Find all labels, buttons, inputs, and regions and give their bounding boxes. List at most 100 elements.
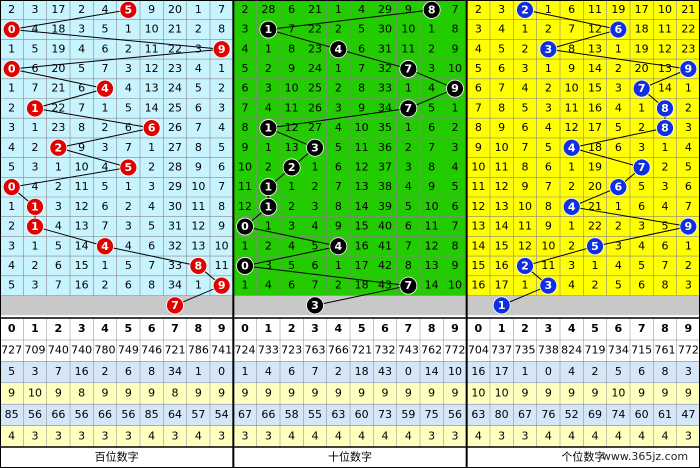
ball-number: 9 xyxy=(218,43,226,56)
cell: 2 xyxy=(265,62,272,75)
gray-row xyxy=(466,295,700,316)
stat-cell: 16 xyxy=(75,365,89,378)
cell: 9 xyxy=(78,141,85,154)
cell: 6 xyxy=(615,141,622,154)
cell: 6 xyxy=(358,42,365,55)
digit-header: 2 xyxy=(288,322,296,335)
ball-number: 1 xyxy=(265,23,273,36)
ball-number: 4 xyxy=(568,141,576,154)
stat-cell: 8 xyxy=(148,365,155,378)
stat-cell: 3 xyxy=(32,365,39,378)
stat-cell: 743 xyxy=(398,344,419,357)
cell: 9 xyxy=(475,141,482,154)
cell: 8 xyxy=(358,82,365,95)
stat-cell: 761 xyxy=(655,344,676,357)
cell: 15 xyxy=(75,259,89,272)
cell: 6 xyxy=(32,62,39,75)
ball-number: 1 xyxy=(31,200,39,213)
ball xyxy=(539,40,558,59)
watermark: www.365jz.com xyxy=(602,450,688,463)
cell: 2 xyxy=(195,23,202,36)
stat-cell: 1 xyxy=(242,365,249,378)
cell: 41 xyxy=(378,239,392,252)
stat-cell: 3 xyxy=(428,429,435,442)
ball xyxy=(516,257,534,275)
cell: 10 xyxy=(238,160,252,173)
stat-cell: 4 xyxy=(475,429,482,442)
ball-number: 1 xyxy=(498,299,506,312)
cell: 6 xyxy=(498,62,505,75)
cell: 5 xyxy=(8,279,15,292)
cell: 4 xyxy=(638,239,645,252)
stat-cell: 85 xyxy=(5,408,19,421)
ball-number: 1 xyxy=(265,181,273,194)
cell: 22 xyxy=(51,101,65,114)
digit-header: 6 xyxy=(148,322,156,335)
stat-cell: 55 xyxy=(308,408,322,421)
cell: 18 xyxy=(635,23,649,36)
stat-cell: 2 xyxy=(102,365,109,378)
ball xyxy=(306,296,324,315)
cell: 3 xyxy=(8,239,15,252)
cell: 5 xyxy=(78,62,85,75)
stat-cell: 3 xyxy=(265,429,272,442)
cell: 6 xyxy=(242,82,249,95)
stat-cell: 60 xyxy=(355,408,369,421)
cell: 15 xyxy=(355,220,369,233)
cell: 13 xyxy=(495,200,509,213)
cell: 20 xyxy=(168,3,182,16)
ball xyxy=(632,158,651,177)
stat-cell: 7 xyxy=(312,365,319,378)
cell: 2 xyxy=(288,200,295,213)
cell: 7 xyxy=(195,121,202,134)
cell: 1 xyxy=(32,239,39,252)
stat-cell: 10 xyxy=(471,387,485,400)
cell: 4 xyxy=(452,160,459,173)
stat-cell: 69 xyxy=(588,408,602,421)
ball xyxy=(189,257,208,275)
stat-cell: 9 xyxy=(312,387,319,400)
cell: 16 xyxy=(588,101,602,114)
cell: 7 xyxy=(78,101,85,114)
ball-number: 0 xyxy=(241,220,249,233)
ball-number: 0 xyxy=(8,181,16,194)
stat-cell: 3 xyxy=(172,429,179,442)
cell: 28 xyxy=(261,3,275,16)
stat-cell: 766 xyxy=(328,344,349,357)
stat-cell: 746 xyxy=(141,344,162,357)
cell: 5 xyxy=(218,141,225,154)
cell: 10 xyxy=(448,279,462,292)
cell: 6 xyxy=(638,200,645,213)
stat-cell: 9 xyxy=(288,387,295,400)
cell: 14 xyxy=(145,101,159,114)
stat-cell: 9 xyxy=(452,387,459,400)
ball xyxy=(2,20,21,39)
ball-number: 8 xyxy=(661,102,669,115)
cell: 1 xyxy=(662,141,669,154)
cell: 1 xyxy=(685,239,692,252)
ball-number: 3 xyxy=(545,279,553,292)
cell: 1 xyxy=(335,259,342,272)
cell: 9 xyxy=(405,3,412,16)
cell: 1 xyxy=(615,42,622,55)
cell: 4 xyxy=(358,3,365,16)
ball xyxy=(259,20,278,39)
cell: 1 xyxy=(312,160,319,173)
cell: 8 xyxy=(545,200,552,213)
cell: 1 xyxy=(568,220,575,233)
stat-cell: 719 xyxy=(585,344,606,357)
cell: 1 xyxy=(32,121,39,134)
digit-header: 7 xyxy=(405,322,413,335)
ball xyxy=(259,119,278,137)
stat-cell: 772 xyxy=(445,344,466,357)
cell: 2 xyxy=(568,239,575,252)
cell: 2 xyxy=(685,259,692,272)
cell: 7 xyxy=(242,101,249,114)
cell: 6 xyxy=(125,279,132,292)
cell: 7 xyxy=(358,62,365,75)
stat-cell: 763 xyxy=(305,344,326,357)
ball-number: 1 xyxy=(31,102,39,115)
cell: 27 xyxy=(168,141,182,154)
stat-cell: 780 xyxy=(95,344,116,357)
ball-number: 7 xyxy=(405,62,413,75)
